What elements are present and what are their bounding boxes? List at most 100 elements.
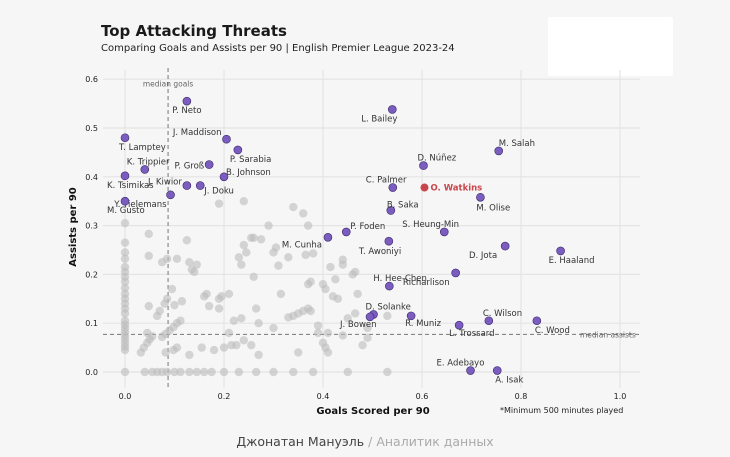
- player-label: E. Adebayo: [437, 359, 485, 369]
- player-point: [247, 340, 256, 350]
- player-point-highlighted: [500, 241, 510, 251]
- player-point: [254, 319, 263, 328]
- player-point-highlighted: [365, 312, 375, 322]
- player-point: [234, 367, 244, 377]
- player-point-highlighted: [494, 146, 504, 156]
- author-name: Джонатан Мануэль: [236, 434, 365, 449]
- player-label: M. Gusto: [107, 206, 145, 216]
- player-point-highlighted: [385, 281, 394, 291]
- player-point: [172, 254, 182, 263]
- player-point: [237, 314, 246, 323]
- other-players: [120, 197, 392, 377]
- x-axis-label: Goals Scored per 90: [316, 406, 429, 417]
- y-tick-label: 0.5: [85, 124, 98, 133]
- player-point: [224, 289, 234, 299]
- player-label: C. Wilson: [483, 309, 522, 319]
- player-point-highlighted: [166, 190, 175, 200]
- player-point: [144, 301, 153, 311]
- player-point: [185, 258, 194, 267]
- player-point: [162, 254, 172, 263]
- player-point-highlighted: [219, 172, 229, 182]
- player-point: [343, 314, 352, 323]
- player-point: [254, 350, 263, 360]
- player-point: [323, 328, 333, 338]
- player-point: [284, 253, 293, 262]
- player-point: [185, 350, 194, 360]
- player-point: [331, 275, 340, 284]
- player-label: H. Hee-Chen: [373, 274, 427, 284]
- player-label: Y. Tielemans: [113, 200, 167, 210]
- player-point-highlighted: [182, 96, 192, 106]
- player-label: B. Johnson: [226, 168, 271, 178]
- player-point-highlighted: [204, 160, 214, 169]
- player-point: [161, 348, 170, 357]
- median-assists-label: median assists: [580, 330, 636, 339]
- y-tick-label: 0.6: [85, 75, 98, 84]
- player-point: [182, 236, 192, 245]
- y-tick-label: 0.1: [85, 319, 98, 328]
- player-label: J. Doku: [203, 187, 234, 197]
- player-point-highlighted: [492, 366, 502, 375]
- player-point-highlighted: [386, 206, 396, 215]
- player-point: [239, 240, 248, 250]
- player-point: [251, 367, 261, 377]
- player-label: P. Sarabia: [230, 155, 271, 165]
- player-point: [242, 248, 251, 257]
- player-point: [224, 328, 234, 338]
- player-label: J. Maddison: [172, 128, 222, 138]
- player-point: [343, 367, 352, 377]
- player-point: [363, 333, 372, 343]
- player-label: T. Lamptey: [118, 143, 166, 153]
- player-point: [299, 209, 308, 218]
- player-point: [249, 272, 258, 282]
- x-tick-label: 0.8: [515, 392, 528, 401]
- player-label: K. Tsimikas: [107, 181, 154, 191]
- axes: 0.0 0.2 0.4 0.6 0.8 1.0 0.0 0.1 0.2 0.3 0.4 0.5 0.6: [85, 75, 626, 401]
- player-point-highlighted: [454, 320, 464, 330]
- player-point: [155, 306, 164, 316]
- player-point: [120, 218, 130, 228]
- player-label: C. Palmer: [366, 176, 407, 186]
- player-point: [234, 253, 244, 262]
- player-point-highlighted: [466, 366, 475, 375]
- player-point: [306, 306, 315, 316]
- player-point: [214, 199, 224, 208]
- player-label: E. Haaland: [549, 256, 595, 266]
- player-point: [251, 304, 261, 313]
- player-point: [306, 277, 315, 286]
- player-point: [350, 267, 360, 277]
- player-point: [269, 367, 278, 377]
- player-point: [289, 202, 298, 212]
- player-point: [239, 197, 248, 206]
- player-point: [202, 289, 211, 299]
- player-point: [209, 345, 219, 355]
- chart-title: Top Attacking Threats: [101, 22, 287, 40]
- player-point: [187, 265, 197, 274]
- player-point: [264, 221, 273, 230]
- player-point: [162, 294, 172, 303]
- player-point-highlighted: [387, 105, 397, 114]
- x-tick-label: 0.2: [218, 392, 231, 401]
- player-label: P. Foden: [350, 222, 385, 232]
- y-tick-label: 0.3: [85, 222, 98, 231]
- player-point: [120, 367, 130, 377]
- player-point-highlighted: [222, 134, 231, 144]
- player-point: [197, 343, 206, 352]
- player-point-highlighted: [233, 145, 243, 155]
- player-point: [383, 367, 392, 377]
- player-point: [256, 235, 266, 244]
- player-label: R. Muniz: [405, 319, 441, 329]
- player-point: [185, 367, 194, 377]
- player-point-highlighted: [484, 316, 494, 326]
- y-tick-label: 0.2: [85, 270, 98, 279]
- player-point: [176, 367, 185, 377]
- player-point: [249, 233, 258, 242]
- player-point-highlighted: [120, 133, 130, 143]
- player-point: [148, 332, 157, 341]
- x-tick-label: 0.6: [416, 392, 429, 401]
- player-point: [172, 343, 182, 352]
- player-point: [333, 294, 343, 303]
- player-label: J. Kiwior: [147, 178, 182, 188]
- player-point: [219, 343, 229, 352]
- player-point: [321, 284, 330, 294]
